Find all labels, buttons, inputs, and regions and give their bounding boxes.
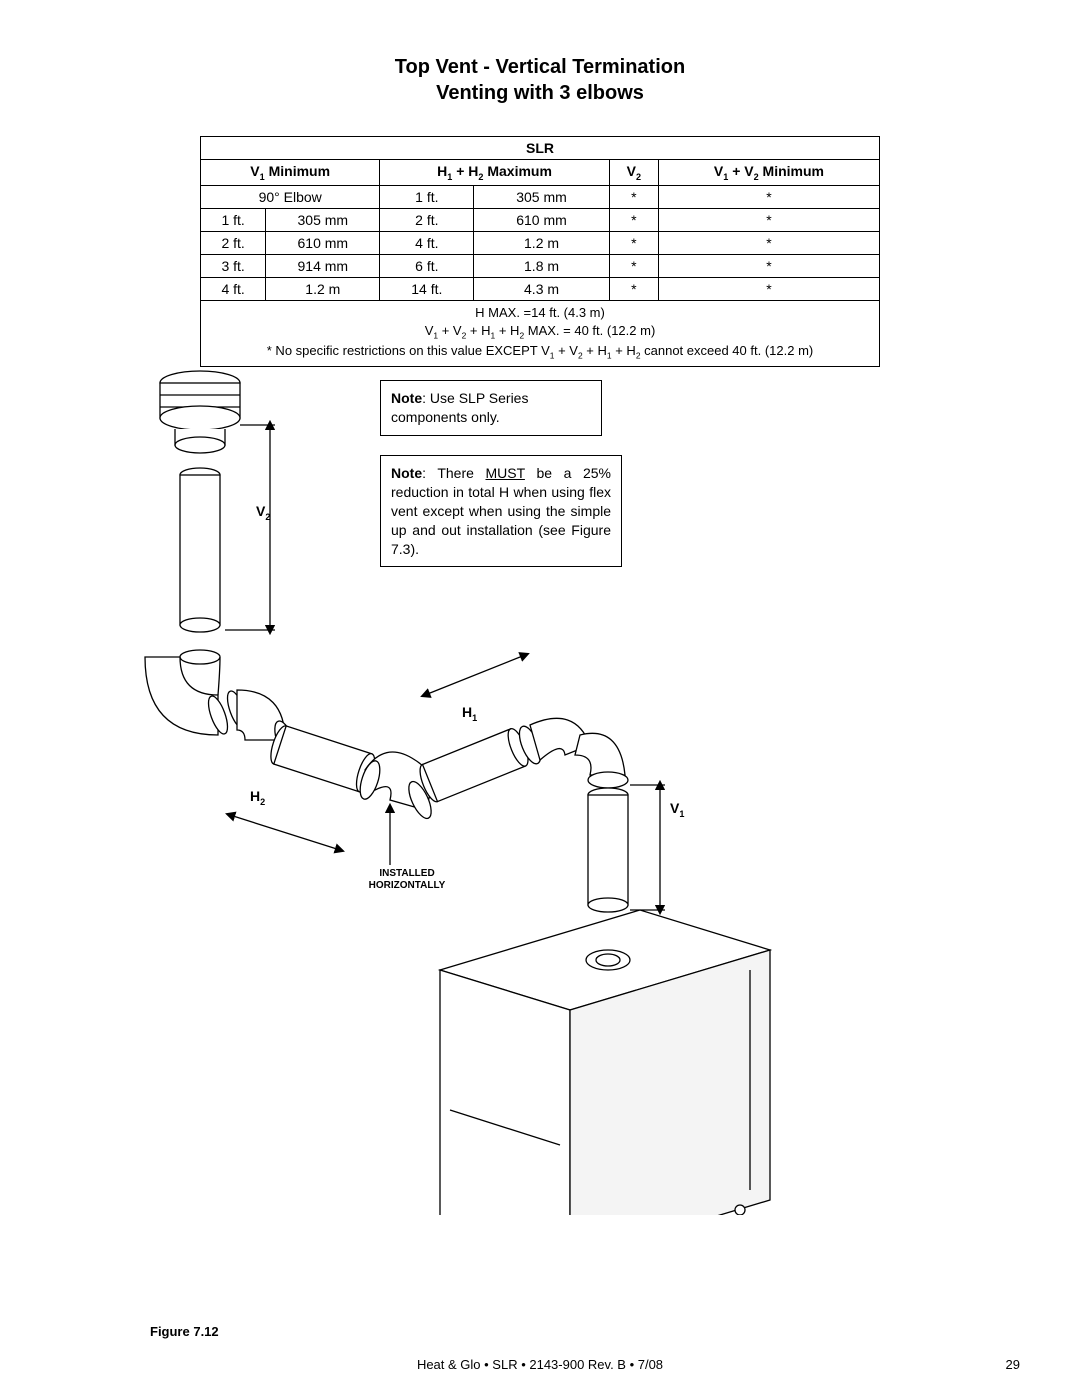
page-footer: Heat & Glo • SLR • 2143-900 Rev. B • 7/0…	[0, 1357, 1080, 1372]
table-footnote: H MAX. =14 ft. (4.3 m) V1 + V2 + H1 + H2…	[201, 300, 880, 366]
label-v1: V1	[670, 800, 684, 819]
table-row: 90° Elbow 1 ft.305 mm **	[201, 185, 880, 208]
label-h2: H2	[250, 788, 265, 807]
table-row: 4 ft.1.2 m 14 ft.4.3 m **	[201, 277, 880, 300]
table-row: 1 ft.305 mm 2 ft.610 mm **	[201, 208, 880, 231]
table-row: 2 ft.610 mm 4 ft.1.2 m **	[201, 231, 880, 254]
title-line-1: Top Vent - Vertical Termination	[395, 56, 685, 78]
table-header-main: SLR	[201, 137, 880, 160]
col-v2: V2	[609, 160, 658, 186]
spec-table: SLR V1 Minimum H1 + H2 Maximum V2 V1 + V…	[200, 136, 880, 367]
label-v2: V2	[256, 503, 270, 522]
page-number: 29	[1006, 1357, 1020, 1372]
vent-diagram	[140, 365, 780, 1215]
col-v1v2min: V1 + V2 Minimum	[658, 160, 879, 186]
spec-table-container: SLR V1 Minimum H1 + H2 Maximum V2 V1 + V…	[200, 136, 880, 367]
label-installed: INSTALLEDHORIZONTALLY	[352, 868, 462, 892]
label-h1: H1	[462, 704, 477, 723]
title-line-2: Venting with 3 elbows	[436, 82, 644, 104]
figure-label: Figure 7.12	[150, 1324, 219, 1339]
col-h1h2max: H1 + H2 Maximum	[380, 160, 609, 186]
table-row: 3 ft.914 mm 6 ft.1.8 m **	[201, 254, 880, 277]
col-v1min: V1 Minimum	[201, 160, 380, 186]
page-title: Top Vent - Vertical Termination Venting …	[0, 0, 1080, 106]
